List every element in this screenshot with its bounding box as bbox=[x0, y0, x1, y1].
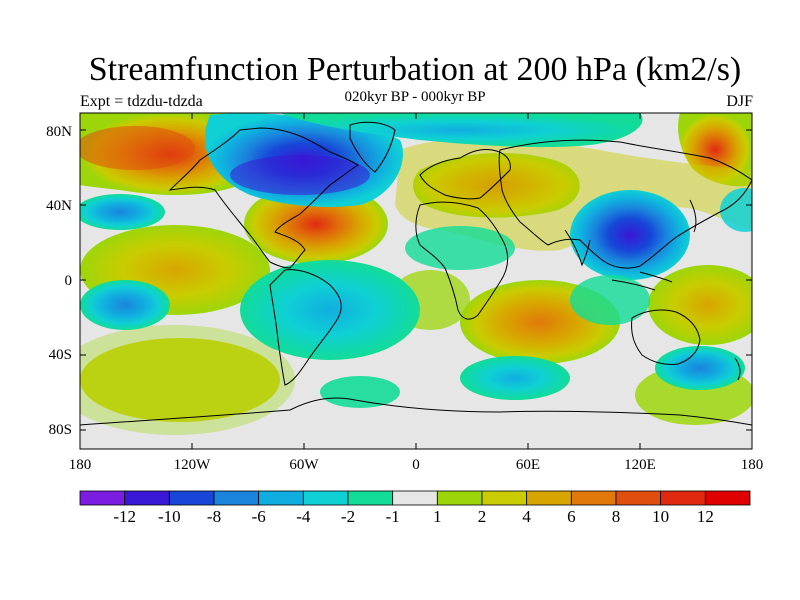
map-field bbox=[80, 113, 752, 449]
positive-region-australia-east bbox=[648, 265, 752, 345]
season-label: DJF bbox=[726, 93, 753, 110]
colorbar-swatch bbox=[79, 490, 126, 506]
negative-region-south-west-pacific bbox=[655, 346, 745, 390]
colorbar-swatch bbox=[570, 490, 617, 506]
lon-label-120e: 120E bbox=[624, 457, 656, 473]
chart-subtitle: 020kyr BP - 000kyr BP bbox=[344, 89, 486, 105]
colorbar bbox=[79, 490, 751, 506]
negative-region-north-america-core bbox=[230, 155, 370, 195]
coast-australia bbox=[631, 309, 701, 365]
lat-tick-marks bbox=[80, 129, 752, 431]
colorbar-label: 6 bbox=[567, 507, 576, 526]
colorbar-swatch bbox=[124, 490, 170, 506]
colorbar-swatch bbox=[704, 490, 751, 506]
experiment-label: Expt = tdzdu-tdzda bbox=[80, 93, 203, 110]
lat-label-80N: 80N bbox=[46, 124, 72, 140]
colorbar-swatch bbox=[660, 490, 706, 506]
negative-region-africa-tropics bbox=[405, 226, 515, 270]
colorbar-swatch bbox=[526, 490, 572, 506]
negative-region-south-indian bbox=[460, 356, 570, 400]
coast-antarctica bbox=[80, 397, 752, 426]
colorbar-swatch bbox=[392, 490, 438, 506]
colorbar-swatch bbox=[258, 490, 304, 506]
positive-region-north-pacific-core bbox=[80, 126, 195, 170]
lon-tick-marks bbox=[79, 113, 753, 449]
negative-region-arctic bbox=[280, 113, 643, 148]
negative-region-west-pacific-tropics bbox=[720, 188, 752, 232]
colorbar-label: -10 bbox=[157, 507, 181, 526]
colorbar-swatch bbox=[481, 490, 528, 506]
lat-label-40N: 40N bbox=[46, 198, 72, 214]
negative-region-north-pacific-west bbox=[80, 194, 165, 230]
negative-region-southeast-pacific bbox=[80, 280, 170, 330]
negative-region-southern-atlantic bbox=[320, 376, 400, 408]
colorbar-label: -1 bbox=[385, 507, 400, 526]
lon-label-180e: 180 bbox=[740, 457, 764, 473]
colorbar-label: 4 bbox=[522, 507, 531, 526]
colorbar-swatch bbox=[168, 490, 215, 506]
colorbar-label: -2 bbox=[340, 507, 356, 526]
positive-region-europe-asia bbox=[413, 152, 580, 218]
colorbar-label: -6 bbox=[251, 507, 266, 526]
coast-asia bbox=[498, 139, 752, 269]
positive-region-south-pacific bbox=[80, 338, 280, 422]
colorbar-label: 12 bbox=[696, 507, 714, 526]
lat-label-0: 0 bbox=[64, 273, 73, 289]
negative-region-tropical-atlantic bbox=[240, 260, 420, 360]
lon-label-60e: 60E bbox=[515, 457, 541, 473]
coast-japan bbox=[689, 199, 697, 233]
coast-india bbox=[564, 229, 591, 267]
lon-label-120w: 120W bbox=[173, 457, 211, 473]
lon-label-180w: 180 bbox=[68, 457, 92, 473]
colorbar-label: 1 bbox=[433, 507, 442, 526]
colorbar-swatch bbox=[347, 490, 394, 506]
colorbar-label: 10 bbox=[652, 507, 670, 526]
negative-region-indian-ocean bbox=[570, 275, 650, 325]
colorbar-swatch bbox=[615, 490, 662, 506]
colorbar-label: 2 bbox=[477, 507, 487, 526]
coast-south-america bbox=[269, 269, 342, 386]
negative-region-east-asia bbox=[570, 190, 690, 280]
positive-region-eurasia-band bbox=[395, 138, 752, 251]
colorbar-swatch bbox=[436, 490, 483, 506]
colorbar-swatch bbox=[213, 490, 260, 506]
positive-region-south-pacific-edge bbox=[80, 325, 295, 435]
coast-north-america bbox=[168, 127, 359, 269]
coast-new-zealand bbox=[734, 357, 741, 381]
lon-label-0: 0 bbox=[412, 457, 420, 473]
lat-label-80S: 80S bbox=[48, 422, 72, 438]
chart-title: Streamfunction Perturbation at 200 hPa (… bbox=[88, 51, 742, 88]
lat-label-40S: 40S bbox=[48, 347, 72, 363]
coast-indonesia bbox=[611, 271, 673, 291]
colorbar-label: 8 bbox=[611, 507, 621, 526]
lon-label-60w: 60W bbox=[289, 457, 319, 473]
coast-greenland bbox=[349, 121, 396, 173]
coast-africa bbox=[415, 201, 509, 320]
colorbar-swatch bbox=[302, 490, 349, 506]
coast-europe bbox=[419, 149, 511, 200]
colorbar-label: -12 bbox=[113, 507, 136, 526]
coastlines bbox=[80, 121, 752, 426]
colorbar-label: -4 bbox=[296, 507, 311, 526]
colorbar-label: -8 bbox=[206, 507, 222, 526]
